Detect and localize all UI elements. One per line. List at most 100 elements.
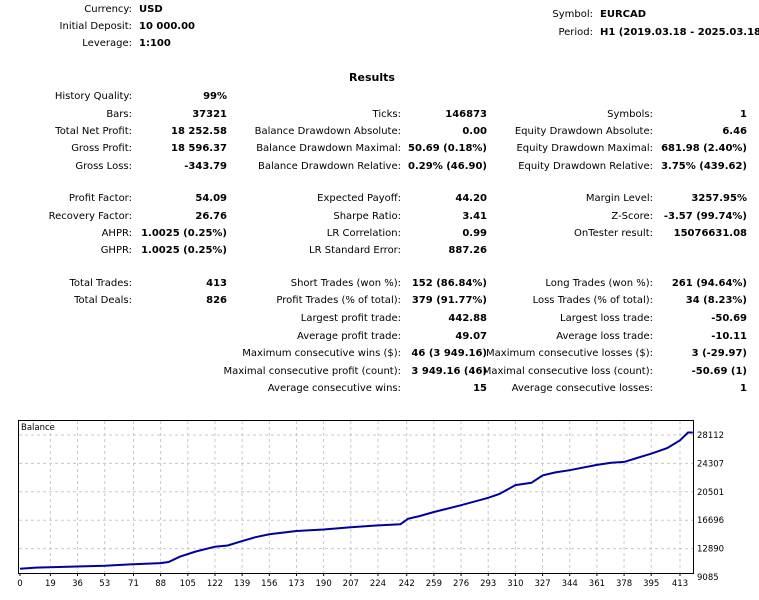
result-label: Equity Drawdown Relative: [518,161,653,172]
x-tick-label: 242 [399,579,415,589]
result-label: Balance Drawdown Relative: [257,161,401,172]
result-value: 44.20 [455,193,487,204]
result-label: Balance Drawdown Absolute: [254,126,401,137]
x-tick-label: 344 [562,579,578,589]
header-value: EURCAD [600,9,647,20]
x-tick-label: 361 [589,579,605,589]
result-value: -50.69 (1) [691,366,747,377]
result-value: 0.99 [462,228,487,239]
result-label: Total Trades: [69,278,133,289]
result-value: 379 (91.77%) [411,295,487,306]
x-tick-label: 207 [343,579,359,589]
result-label: Recovery Factor: [48,211,132,222]
result-label: Maximum consecutive losses ($): [486,348,653,359]
result-value: 413 [206,278,227,289]
result-label: Maximum consecutive wins ($): [242,348,401,359]
header-label: Currency: [84,4,132,15]
balance-line [19,431,693,570]
result-value: 99% [203,91,227,102]
result-label: Largest profit trade: [300,313,401,324]
result-label: Symbols: [607,109,653,120]
result-value: 0.29% (46.90) [408,161,487,172]
y-tick-label: 12890 [697,545,724,555]
x-tick-label: 0 [17,579,22,589]
result-label: Profit Factor: [68,193,132,204]
result-label: Expected Payoff: [317,193,401,204]
result-value: 442.88 [448,313,487,324]
result-value: 34 (8.23%) [685,295,747,306]
x-tick-label: 259 [426,579,442,589]
result-value: 146873 [445,109,487,120]
result-value: 50.69 (0.18%) [408,143,487,154]
result-value: 3 949.16 (46) [411,366,487,377]
x-tick-label: 173 [288,579,304,589]
y-tick-label: 9085 [697,573,719,583]
header-label: Leverage: [82,38,132,49]
result-value: -343.79 [184,161,227,172]
header-value: USD [139,4,163,15]
result-value: 152 (86.84%) [411,278,487,289]
result-label: AHPR: [101,228,132,239]
result-label: OnTester result: [573,228,653,239]
result-value: 261 (94.64%) [671,278,747,289]
x-tick-label: 327 [534,579,550,589]
result-label: Z-Score: [611,211,653,222]
x-tick-label: 122 [207,579,223,589]
result-value: 1 [740,109,747,120]
x-tick-label: 395 [643,579,659,589]
result-value: -50.69 [711,313,747,324]
result-label: LR Standard Error: [309,245,401,256]
x-tick-label: 276 [453,579,469,589]
result-value: 3.75% (439.62) [661,161,747,172]
result-value: 54.09 [195,193,227,204]
result-label: Equity Drawdown Maximal: [516,143,653,154]
header-label: Period: [558,27,593,38]
result-value: 3 (-29.97) [691,348,747,359]
result-label: Average profit trade: [296,331,401,342]
result-label: Bars: [106,109,132,120]
x-tick-label: 139 [234,579,250,589]
result-value: -3.57 (99.74%) [663,211,747,222]
result-value: 18 596.37 [171,143,227,154]
y-tick-label: 24307 [697,459,724,469]
result-label: Average consecutive losses: [511,383,653,394]
x-tick-label: 224 [370,579,386,589]
result-label: Maximal consecutive loss (count): [482,366,653,377]
x-tick-label: 190 [316,579,332,589]
result-label: LR Correlation: [326,228,401,239]
result-label: Total Net Profit: [55,126,132,137]
x-tick-label: 88 [155,579,166,589]
result-value: 1 [740,383,747,394]
result-label: History Quality: [54,91,132,102]
result-value: 3257.95% [691,193,747,204]
result-value: 3.41 [462,211,487,222]
result-label: Margin Level: [585,193,653,204]
header-label: Initial Deposit: [59,21,132,32]
y-tick-label: 28112 [697,431,724,441]
balance-chart: Balance 0 19 36 53 71 88 105 122 139 156 173 190 207… [17,420,724,589]
x-tick-label: 293 [480,579,496,589]
result-value: 26.76 [195,211,227,222]
x-tick-label: 71 [128,579,139,589]
result-label: GHPR: [100,245,132,256]
result-label: Equity Drawdown Absolute: [514,126,653,137]
result-label: Gross Profit: [71,143,132,154]
result-value: -10.11 [711,331,747,342]
x-tick-label: 105 [180,579,196,589]
result-value: 0.00 [462,126,487,137]
chart-frame [18,420,694,574]
header-value: 1:100 [139,38,171,49]
result-label: Short Trades (won %): [290,278,401,289]
results-title: Results [349,71,395,84]
result-value: 46 (3 949.16) [411,348,487,359]
result-label: Gross Loss: [75,161,132,172]
result-value: 826 [206,295,227,306]
result-value: 887.26 [448,245,487,256]
result-label: Ticks: [372,109,401,120]
result-value: 6.46 [722,126,747,137]
y-tick-label: 20501 [697,488,724,498]
result-label: Average loss trade: [556,331,653,342]
chart-title: Balance [21,423,55,433]
result-label: Largest loss trade: [560,313,653,324]
result-value: 1.0025 (0.25%) [141,228,227,239]
